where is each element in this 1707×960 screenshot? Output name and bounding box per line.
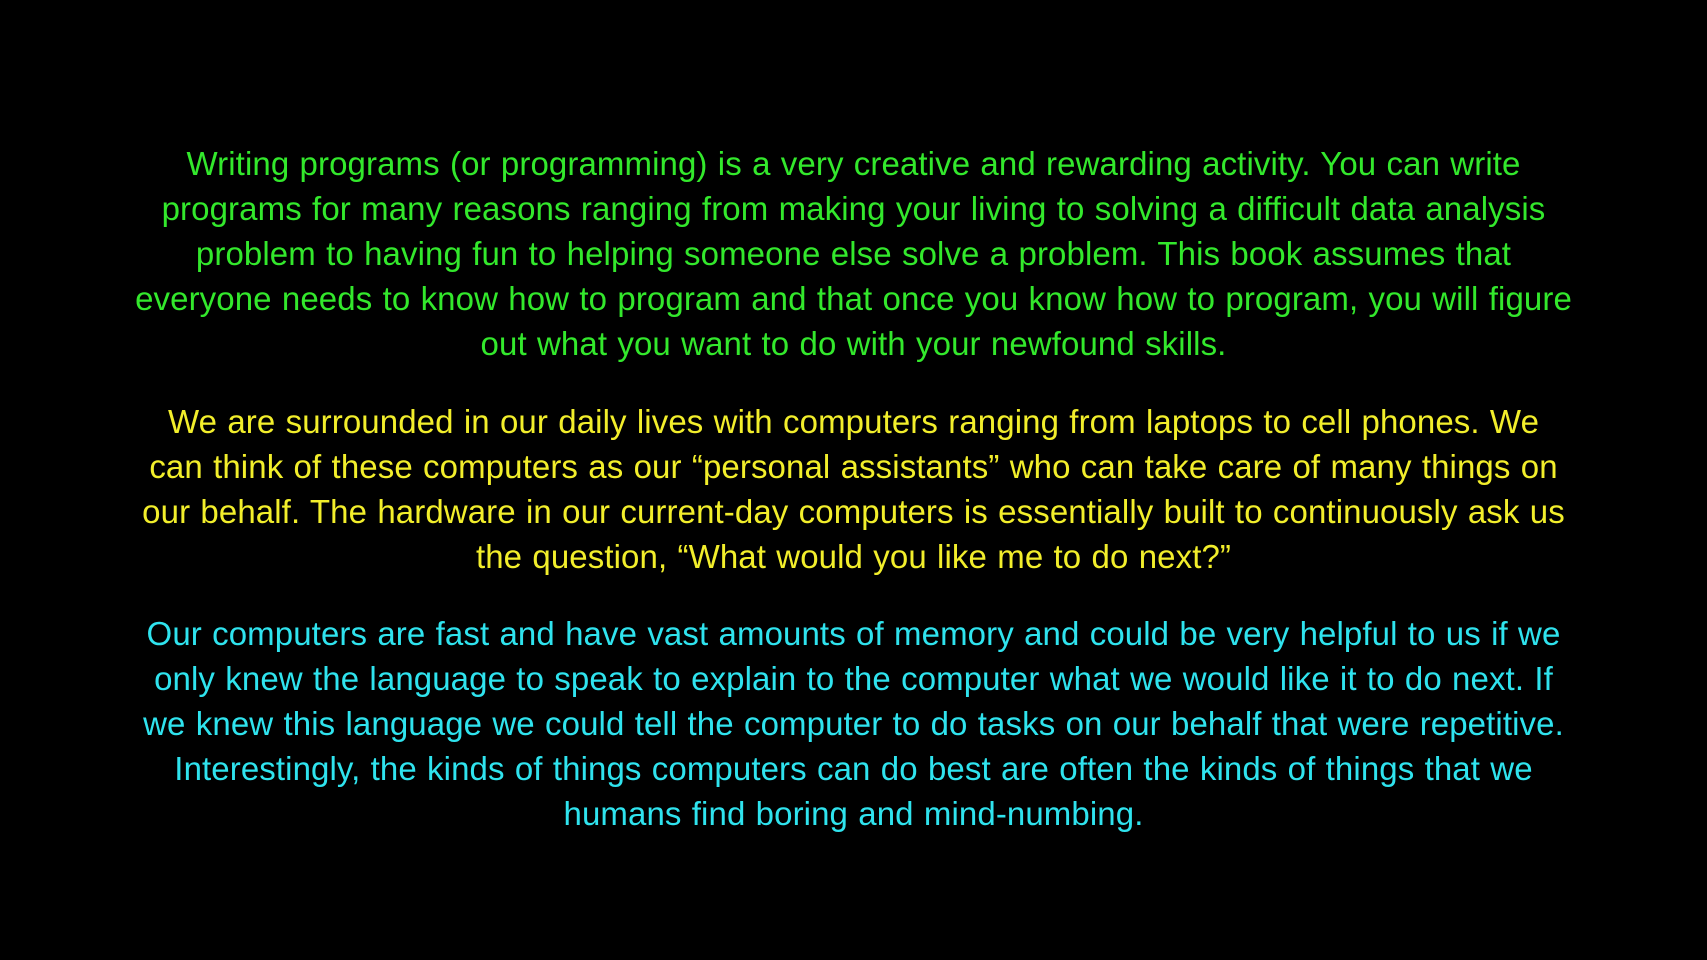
paragraph-intro: Writing programs (or programming) is a v… — [20, 141, 1687, 366]
paragraph-line: only knew the language to speak to expla… — [154, 660, 1553, 697]
paragraph-line: we knew this language we could tell the … — [143, 705, 1564, 742]
paragraph-line: Our computers are fast and have vast amo… — [146, 615, 1561, 652]
paragraph-line: We are surrounded in our daily lives wit… — [167, 403, 1540, 440]
paragraph-line: the question, “What would you like me to… — [475, 538, 1232, 575]
paragraph-line: problem to having fun to helping someone… — [195, 235, 1512, 272]
paragraph-line: humans find boring and mind-numbing. — [563, 795, 1144, 832]
paragraph-line: out what you want to do with your newfou… — [480, 325, 1227, 362]
paragraph-assistants: We are surrounded in our daily lives wit… — [20, 399, 1687, 579]
paragraph-line: programs for many reasons ranging from m… — [161, 190, 1546, 227]
paragraph-line: everyone needs to know how to program an… — [135, 280, 1572, 317]
paragraph-line: can think of these computers as our “per… — [149, 448, 1558, 485]
paragraph-line: our behalf. The hardware in our current-… — [142, 493, 1565, 530]
paragraph-line: Writing programs (or programming) is a v… — [186, 145, 1521, 182]
paragraph-language: Our computers are fast and have vast amo… — [20, 611, 1687, 836]
paragraph-line: Interestingly, the kinds of things compu… — [174, 750, 1533, 787]
